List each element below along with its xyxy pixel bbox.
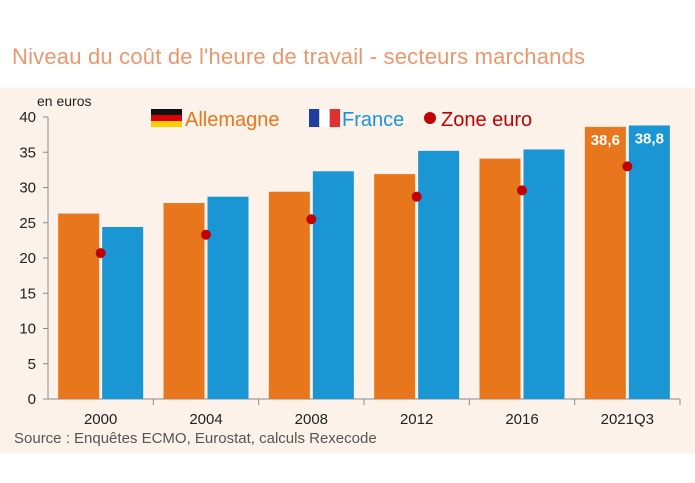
source-note: Source : Enquêtes ECMO, Eurostat, calcul… — [14, 430, 377, 447]
germany-flag-icon — [151, 121, 182, 127]
bar-france — [628, 125, 670, 400]
bar-france — [418, 150, 460, 399]
marker-zone-euro — [622, 161, 633, 172]
bar-france — [207, 196, 249, 399]
x-tick-label: 2000 — [84, 411, 117, 428]
germany-flag-icon — [151, 115, 182, 121]
bar-allemagne — [163, 203, 205, 399]
bar-france — [312, 171, 354, 399]
x-tick-label: 2021Q3 — [601, 411, 654, 428]
legend-label-france: France — [342, 109, 404, 131]
germany-flag-icon — [151, 109, 182, 115]
france-flag-icon — [319, 109, 330, 127]
x-tick-label: 2008 — [295, 411, 328, 428]
y-tick-label: 30 — [19, 180, 36, 197]
france-flag-icon — [309, 109, 320, 127]
bar-france — [523, 149, 565, 399]
marker-zone-euro — [201, 229, 211, 240]
bar-allemagne — [58, 213, 100, 399]
y-axis-label: en euros — [37, 93, 91, 109]
france-flag-icon — [329, 109, 340, 127]
y-tick-label: 0 — [28, 391, 36, 408]
y-tick-label: 20 — [19, 250, 36, 267]
bar-allemagne — [268, 191, 310, 399]
bar-france — [102, 226, 144, 399]
y-tick-label: 15 — [19, 285, 36, 302]
x-tick-label: 2004 — [189, 411, 222, 428]
x-tick-label: 2012 — [400, 411, 433, 428]
x-tick-label: 2016 — [505, 411, 538, 428]
legend-label-allemagne: Allemagne — [185, 109, 280, 131]
bar-allemagne — [374, 174, 416, 399]
legend-label-zone-euro: Zone euro — [441, 109, 532, 131]
bar-allemagne — [479, 158, 521, 399]
marker-zone-euro — [517, 185, 527, 196]
chart-title: Niveau du coût de l'heure de travail - s… — [12, 44, 586, 69]
marker-zone-euro — [411, 191, 422, 202]
marker-zone-euro — [306, 214, 317, 225]
y-tick-label: 25 — [19, 215, 36, 232]
legend-marker-zone-euro — [424, 112, 436, 124]
y-tick-label: 5 — [28, 356, 36, 373]
y-tick-label: 40 — [19, 109, 36, 126]
bar-allemagne — [584, 126, 626, 400]
data-label: 38,8 — [635, 130, 664, 147]
marker-zone-euro — [95, 248, 106, 259]
data-label: 38,6 — [591, 132, 620, 149]
y-tick-label: 35 — [19, 144, 36, 161]
y-tick-label: 10 — [19, 321, 36, 338]
